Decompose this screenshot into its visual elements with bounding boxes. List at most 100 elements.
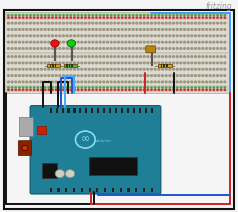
- Circle shape: [206, 35, 208, 37]
- Circle shape: [129, 62, 130, 64]
- Circle shape: [209, 29, 211, 30]
- Circle shape: [195, 87, 196, 88]
- Circle shape: [107, 87, 108, 88]
- Circle shape: [154, 41, 156, 43]
- Circle shape: [26, 87, 28, 88]
- Circle shape: [206, 75, 208, 76]
- Circle shape: [224, 75, 226, 76]
- Bar: [127, 188, 129, 192]
- Circle shape: [169, 15, 171, 16]
- Circle shape: [15, 22, 17, 24]
- Circle shape: [202, 29, 204, 30]
- Circle shape: [8, 62, 9, 64]
- Circle shape: [55, 22, 57, 24]
- Circle shape: [103, 87, 104, 88]
- Circle shape: [151, 89, 152, 91]
- Bar: [143, 188, 145, 192]
- Circle shape: [198, 15, 200, 16]
- Circle shape: [22, 145, 28, 151]
- Bar: [47, 64, 60, 67]
- Circle shape: [173, 15, 174, 16]
- Circle shape: [63, 89, 64, 91]
- Circle shape: [162, 81, 164, 83]
- Circle shape: [147, 87, 149, 88]
- Circle shape: [121, 68, 123, 70]
- Circle shape: [118, 81, 119, 83]
- Circle shape: [158, 81, 160, 83]
- Circle shape: [180, 56, 182, 57]
- Circle shape: [121, 15, 123, 16]
- Circle shape: [26, 89, 28, 91]
- Circle shape: [81, 75, 83, 76]
- Circle shape: [180, 62, 182, 64]
- Bar: [151, 188, 153, 192]
- Circle shape: [30, 17, 31, 18]
- Bar: [66, 64, 68, 67]
- Circle shape: [110, 56, 112, 57]
- Circle shape: [77, 87, 79, 88]
- Circle shape: [173, 41, 174, 43]
- Circle shape: [89, 89, 90, 91]
- Circle shape: [147, 41, 149, 43]
- Circle shape: [217, 89, 218, 91]
- Circle shape: [154, 48, 156, 49]
- Circle shape: [19, 87, 20, 88]
- Circle shape: [209, 48, 211, 49]
- Bar: [50, 188, 52, 192]
- Circle shape: [99, 89, 101, 91]
- Circle shape: [70, 15, 71, 16]
- Circle shape: [139, 62, 141, 64]
- Circle shape: [206, 81, 208, 83]
- Circle shape: [154, 22, 156, 24]
- Circle shape: [92, 68, 94, 70]
- Circle shape: [213, 62, 215, 64]
- Circle shape: [92, 17, 94, 18]
- Circle shape: [84, 62, 86, 64]
- Circle shape: [114, 48, 116, 49]
- Circle shape: [37, 87, 39, 88]
- Circle shape: [103, 62, 105, 64]
- Circle shape: [37, 56, 39, 57]
- Circle shape: [158, 62, 160, 64]
- Circle shape: [48, 75, 50, 76]
- Circle shape: [224, 41, 226, 43]
- Circle shape: [92, 29, 94, 30]
- Bar: [73, 108, 75, 113]
- Bar: [64, 64, 77, 67]
- Circle shape: [74, 41, 75, 43]
- Circle shape: [195, 89, 196, 91]
- Circle shape: [209, 62, 211, 64]
- Circle shape: [70, 41, 72, 43]
- Circle shape: [151, 29, 152, 30]
- Circle shape: [136, 62, 138, 64]
- Circle shape: [125, 35, 127, 37]
- Circle shape: [220, 75, 222, 76]
- Circle shape: [55, 17, 57, 18]
- Circle shape: [176, 29, 178, 30]
- Circle shape: [162, 62, 164, 64]
- Circle shape: [33, 22, 35, 24]
- Circle shape: [176, 87, 178, 88]
- Circle shape: [44, 48, 46, 49]
- Circle shape: [125, 29, 127, 30]
- Circle shape: [169, 29, 171, 30]
- Circle shape: [202, 17, 203, 18]
- Circle shape: [191, 41, 193, 43]
- Circle shape: [183, 68, 185, 70]
- Circle shape: [44, 56, 46, 57]
- Circle shape: [169, 75, 171, 76]
- Circle shape: [63, 17, 64, 18]
- Circle shape: [95, 41, 97, 43]
- Circle shape: [129, 29, 130, 30]
- Circle shape: [77, 56, 79, 57]
- Circle shape: [136, 29, 138, 30]
- Circle shape: [132, 35, 134, 37]
- Circle shape: [33, 56, 35, 57]
- Circle shape: [11, 22, 13, 24]
- Circle shape: [198, 89, 200, 91]
- Circle shape: [37, 29, 39, 30]
- Circle shape: [162, 75, 164, 76]
- Circle shape: [224, 29, 226, 30]
- Circle shape: [118, 48, 119, 49]
- Circle shape: [22, 81, 24, 83]
